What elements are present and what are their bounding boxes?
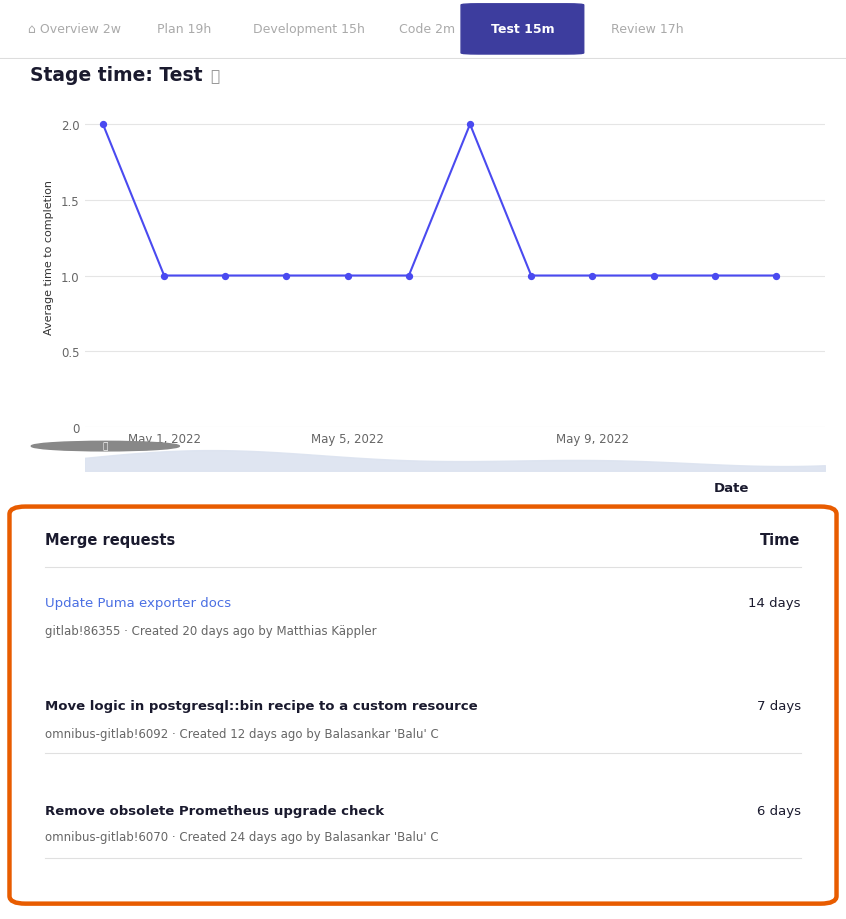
- Point: [525, 269, 538, 284]
- Text: Date: Date: [714, 482, 750, 494]
- Point: [96, 118, 110, 132]
- Text: 14 days: 14 days: [748, 596, 800, 609]
- Text: ⏸: ⏸: [102, 442, 108, 451]
- Text: omnibus-gitlab!6070 · Created 24 days ago by Balasankar 'Balu' C: omnibus-gitlab!6070 · Created 24 days ag…: [46, 831, 439, 844]
- Text: Review 17h: Review 17h: [611, 23, 684, 37]
- Text: Update Puma exporter docs: Update Puma exporter docs: [46, 596, 232, 609]
- Text: Development 15h: Development 15h: [253, 23, 365, 37]
- Point: [218, 269, 232, 284]
- Point: [647, 269, 661, 284]
- Point: [402, 269, 415, 284]
- Point: [708, 269, 722, 284]
- Text: Remove obsolete Prometheus upgrade check: Remove obsolete Prometheus upgrade check: [46, 804, 384, 817]
- Point: [341, 269, 354, 284]
- Text: 6 days: 6 days: [756, 804, 800, 817]
- Text: Stage time: Test: Stage time: Test: [30, 66, 202, 85]
- Point: [585, 269, 599, 284]
- Text: omnibus-gitlab!6092 · Created 12 days ago by Balasankar 'Balu' C: omnibus-gitlab!6092 · Created 12 days ag…: [46, 728, 439, 741]
- Y-axis label: Average time to completion: Average time to completion: [44, 180, 54, 335]
- Text: Code 2m: Code 2m: [399, 23, 455, 37]
- Text: gitlab!86355 · Created 20 days ago by Matthias Käppler: gitlab!86355 · Created 20 days ago by Ma…: [46, 625, 376, 638]
- Text: Merge requests: Merge requests: [46, 532, 175, 547]
- Text: Time: Time: [761, 532, 800, 547]
- Text: ⓘ: ⓘ: [210, 69, 219, 84]
- Text: Move logic in postgresql::bin recipe to a custom resource: Move logic in postgresql::bin recipe to …: [46, 698, 478, 712]
- Text: Plan 19h: Plan 19h: [157, 23, 212, 37]
- Circle shape: [31, 442, 179, 451]
- Point: [280, 269, 294, 284]
- Point: [769, 269, 783, 284]
- Point: [157, 269, 171, 284]
- Text: ⌂ Overview 2w: ⌂ Overview 2w: [28, 23, 120, 37]
- Point: [464, 118, 477, 132]
- Text: 7 days: 7 days: [756, 698, 800, 712]
- Text: Test 15m: Test 15m: [491, 23, 554, 37]
- FancyBboxPatch shape: [9, 507, 837, 903]
- Polygon shape: [567, 6, 582, 53]
- FancyBboxPatch shape: [461, 5, 584, 55]
